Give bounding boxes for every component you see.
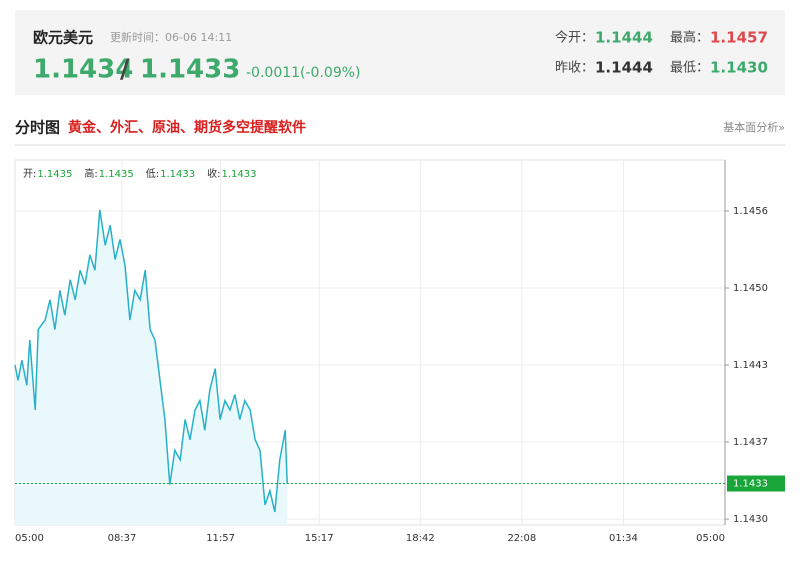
ohlc-value: 1.1433 (160, 169, 195, 180)
section-title: 分时图 (15, 119, 60, 137)
area (15, 209, 288, 526)
stat-value: 1.1444 (595, 59, 653, 77)
promo-link[interactable]: 黄金、外汇、原油、期货多空提醒软件 (68, 119, 306, 136)
price-separator: / (120, 55, 130, 85)
update-time: 更新时间：06-06 14:11 (110, 30, 232, 44)
bid-price: 1.1434 (33, 55, 133, 85)
price-line (14, 209, 288, 513)
y-tick-label: 1.1450 (733, 283, 768, 294)
x-tick-label: 18:42 (406, 533, 435, 544)
x-tick-label: 05:00 (15, 533, 44, 544)
ask-price: 1.1433 (140, 55, 240, 85)
price-change: -0.0011(-0.09%) (246, 65, 361, 81)
ohlc-value: 1.1435 (37, 169, 72, 180)
x-tick-label: 11:57 (206, 533, 235, 544)
last-price-box (727, 475, 785, 492)
y-tick-label: 1.1430 (733, 514, 768, 525)
x-tick-label: 22:08 (507, 533, 536, 544)
analysis-link[interactable]: 基本面分析» (723, 120, 785, 134)
ohlc-value: 1.1435 (99, 169, 134, 180)
x-tick-label: 15:17 (305, 533, 334, 544)
ohlc-label: 开: (23, 169, 36, 180)
stat-label: 昨收： (555, 61, 594, 76)
ohlc-label: 低: (146, 167, 159, 180)
stat-label: 今开： (555, 30, 594, 46)
stat-label: 最高： (670, 30, 709, 46)
stat-value: 1.1430 (710, 59, 768, 77)
x-tick-label: 01:34 (609, 533, 638, 544)
y-tick-label: 1.1437 (733, 437, 768, 448)
down-arrow: ↓ (229, 67, 240, 82)
ohlc-label: 高: (84, 167, 97, 180)
y-tick-label: 1.1443 (733, 360, 768, 371)
stat-label: 最低： (670, 61, 709, 76)
stat-value: 1.1457 (710, 29, 768, 47)
ohlc-label: 收: (207, 167, 220, 180)
y-tick-label: 1.1456 (733, 206, 768, 217)
x-tick-label: 05:00 (696, 533, 725, 544)
x-tick-label: 08:37 (108, 533, 137, 544)
ohlc-value: 1.1433 (222, 169, 257, 180)
quote-panel (15, 10, 785, 95)
symbol-name: 欧元美元 (33, 29, 93, 47)
last-price-label: 1.1433 (733, 479, 768, 490)
stat-value: 1.1444 (595, 29, 653, 47)
